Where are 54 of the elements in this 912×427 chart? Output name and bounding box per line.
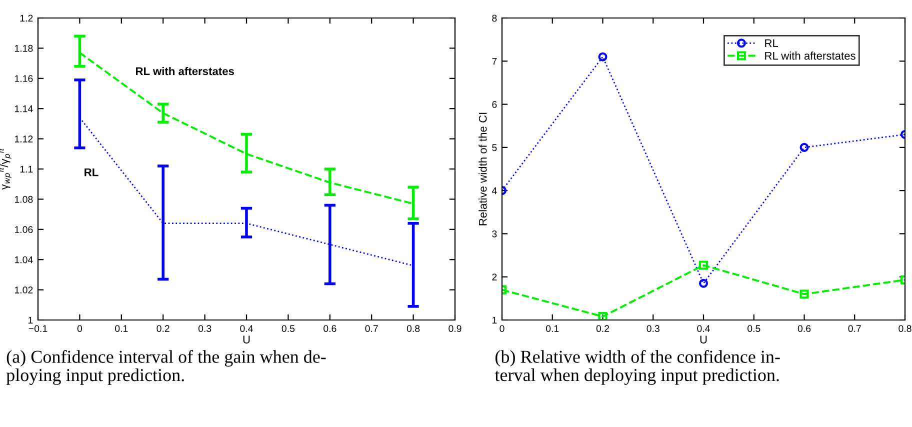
y-tick-label: 8 [492, 14, 497, 22]
x-tick-label: 0.2 [156, 325, 170, 332]
y-tick-label: 1 [492, 316, 497, 324]
x-tick-label: 0.4 [240, 325, 253, 332]
y-tick-label: 1.02 [14, 286, 33, 294]
x-tick-label: 0.3 [198, 325, 212, 332]
point [598, 312, 608, 320]
x-tick-label: 0.8 [406, 325, 420, 332]
y-tick-label: 1.1 [20, 166, 33, 173]
x-tick-label: 0.1 [546, 325, 559, 332]
x-tick-label: 0.5 [748, 325, 760, 332]
y-tick-label: 1.2 [20, 14, 33, 22]
point [800, 290, 809, 299]
x-tick-label: 0.6 [798, 325, 811, 332]
y-tick-label: 3 [492, 230, 497, 238]
y-tick-label: 1.12 [14, 136, 33, 142]
x-tick-label: 0.3 [646, 325, 660, 332]
x-tick-label: 0 [77, 325, 82, 332]
point [698, 260, 708, 270]
y-axis-title: Relative width of the CI [478, 112, 487, 226]
y-tick-label: 6 [492, 101, 497, 108]
x-tick-label: 0.1 [115, 325, 128, 332]
x-tick-label: 0.5 [282, 325, 295, 332]
y-tick-label: 1.04 [14, 256, 33, 264]
y-tick-label: 1.14 [14, 105, 33, 112]
y-tick-label: 7 [492, 58, 497, 65]
x-tick-label: 0.2 [596, 325, 610, 332]
point [698, 278, 708, 288]
y-tick-label: 2 [492, 274, 497, 280]
y-tick-label: 1 [28, 316, 33, 324]
x-tick-label: −0.1 [28, 325, 48, 332]
y-tick-label: 5 [492, 144, 497, 152]
x-tick-label: 0.8 [898, 325, 912, 332]
x-tick-label: 0.7 [848, 325, 861, 332]
series-label: RL with afterstates [136, 66, 234, 76]
x-tick-label: 0.4 [697, 325, 710, 332]
legend-label: RL [765, 39, 778, 48]
x-tick-label: 0.7 [365, 325, 378, 332]
text: (b) Relative width of the confidence in- terval when deploying input prediction. [494, 350, 780, 385]
y-tick-label: 1.08 [14, 196, 33, 203]
x-axis-title: U [700, 336, 707, 344]
legend-label: RL with afterstates [765, 52, 856, 60]
text: (a) Confidence interval of the gain when de- ploying input prediction. [6, 350, 326, 385]
y-tick-label: 1.06 [14, 226, 33, 234]
x-tick-label: 0.6 [324, 325, 336, 332]
point [800, 142, 809, 152]
x-tick-label: 0.9 [448, 325, 462, 332]
series-label: RL [84, 168, 98, 176]
x-tick-label: 0 [500, 325, 504, 332]
point [598, 52, 608, 62]
y-tick-label: 1.18 [14, 44, 33, 52]
x-axis-title: U [243, 336, 250, 344]
y-tick-label: 4 [492, 187, 497, 194]
y-tick-label: 1.16 [14, 75, 33, 82]
